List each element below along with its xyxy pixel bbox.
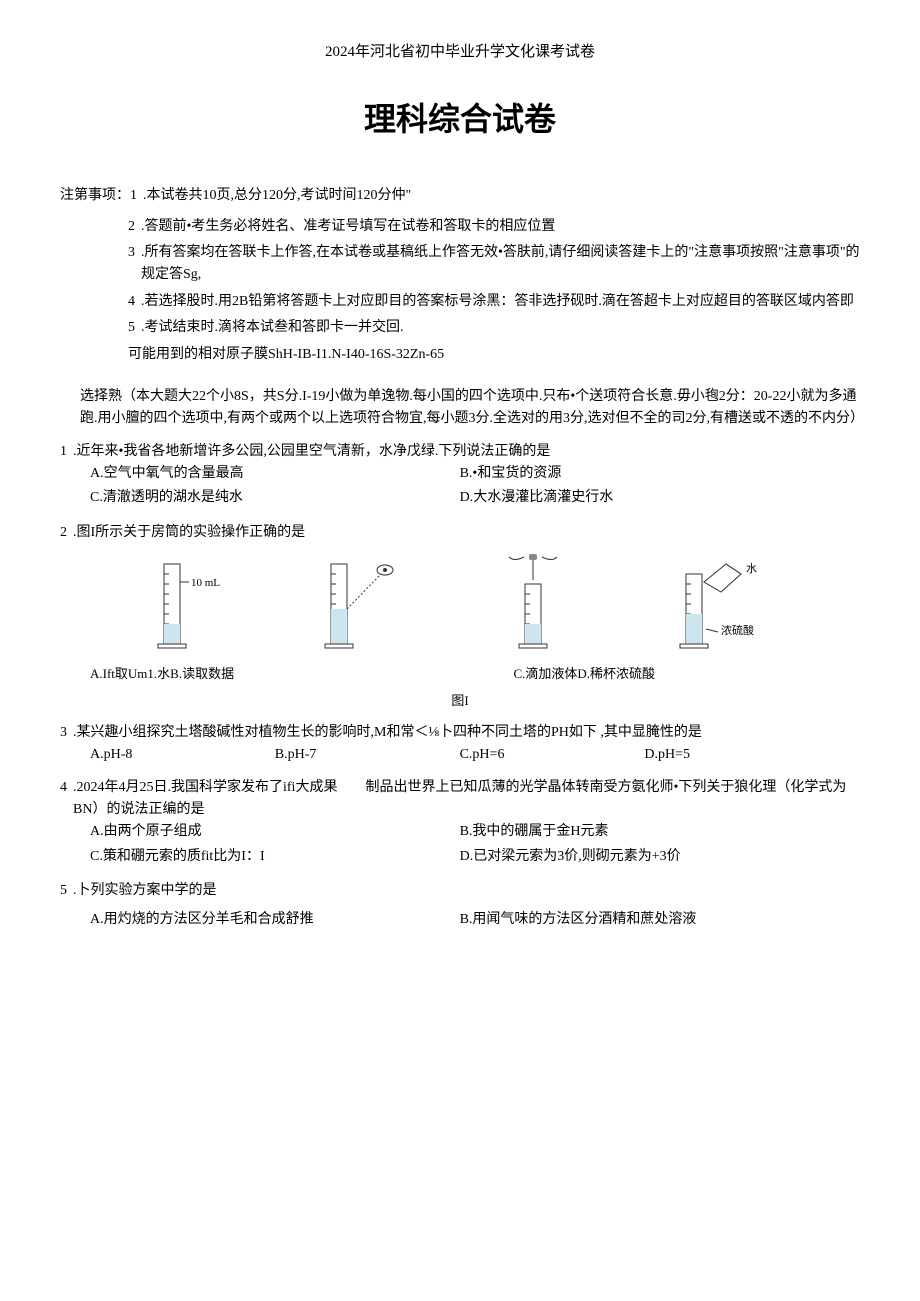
q-text: .卜列实验方案中学的是	[73, 880, 217, 902]
notice-text: .若选择股时.用2B铅第将答题卡上对应即目的答案标号涂黑：答非选抒砚时.滴在答超…	[141, 291, 854, 313]
notice-item: 3 .所有答案均在答联卡上作答,在本试卷或基稿纸上作答无效•答肤前,请仔细阅读答…	[128, 242, 860, 287]
option-c: C.策和硼元索的质fit比为I：I	[90, 846, 460, 868]
option-a: A.由两个原子组成	[90, 821, 460, 843]
caption-a: A.Ift取Um1.水	[90, 666, 170, 681]
option-a: A.pH-8	[90, 744, 275, 766]
svg-text:10 mL: 10 mL	[191, 577, 220, 589]
section-description: 选择熟（本大题大22个小8S，共S分.I-19小做为单逸物.每小国的四个选项中.…	[80, 386, 860, 431]
exam-header: 2024年河北省初中毕业升学文化课考试卷	[60, 40, 860, 64]
atomic-mass-line: 可能用到的相对原子膜ShH-IB-I1.N-I40-16S-32Zn-65	[128, 344, 860, 366]
q-number: 3	[60, 722, 67, 744]
option-c: C.清澈透明的湖水是纯水	[90, 487, 460, 509]
figure-c	[489, 554, 579, 654]
notice-text: .本试卷共10页,总分120分,考试时间120分仲"	[143, 185, 411, 207]
q-number: 2	[60, 522, 67, 544]
q-number: 5	[60, 880, 67, 902]
notice-text: .所有答案均在答联卡上作答,在本试卷或基稿纸上作答无效•答肤前,请仔细阅读答建卡…	[141, 242, 860, 287]
notice-num: 3	[128, 242, 135, 287]
cylinder-10ml-icon: 10 mL	[134, 554, 224, 654]
cylinder-dilute-icon: 水 浓硫酸	[666, 554, 786, 654]
q-number: 1	[60, 441, 67, 463]
question-3: 3 .某兴趣小组探究土塔酸碱性对植物生长的影响时,M和常＜⅛卜四种不同土塔的PH…	[60, 722, 860, 767]
main-title: 理科综合试卷	[60, 94, 860, 145]
question-2: 2 .图I所示关于房筒的实验操作正确的是 10 mL	[60, 522, 860, 712]
option-d: D.大水漫灌比滴灌史行水	[460, 487, 830, 509]
option-b: B.我中的硼属于金H元素	[460, 821, 830, 843]
option-a: A.用灼烧的方法区分羊毛和合成舒推	[90, 909, 460, 931]
q-text: .某兴趣小组探究土塔酸碱性对植物生长的影响时,M和常＜⅛卜四种不同土塔的PH如下…	[73, 722, 702, 744]
q-number: 4	[60, 777, 67, 822]
q-text: .2024年4月25日.我国科学家发布了ifi大成果 制品出世界上已知瓜薄的光学…	[73, 777, 860, 822]
caption-b: B.读取数据	[170, 666, 234, 681]
notice-num: 2	[128, 216, 135, 238]
option-b: B.pH-7	[275, 744, 460, 766]
caption-c: C.滴加液体	[514, 666, 578, 681]
question-5: 5 .卜列实验方案中学的是 A.用灼烧的方法区分羊毛和合成舒推 B.用闻气味的方…	[60, 880, 860, 933]
option-d: D.pH=5	[644, 744, 829, 766]
option-b: B.•和宝货的资源	[460, 463, 830, 485]
svg-text:浓硫酸: 浓硫酸	[721, 623, 754, 637]
notice-block: 注第事项： 1 .本试卷共10页,总分120分,考试时间120分仲"	[60, 185, 860, 211]
svg-text:水: 水	[746, 562, 757, 575]
figure-a: 10 mL	[134, 554, 224, 654]
option-a: A.空气中氧气的含量最高	[90, 463, 460, 485]
notice-text: .考试结束时.滴将本试叁和答即卡一并交回.	[141, 317, 404, 339]
figure-b	[311, 554, 401, 654]
figure-label: 图I	[60, 691, 860, 712]
cylinder-dropper-icon	[489, 554, 579, 654]
notice-label: 注第事项：	[60, 185, 130, 211]
notice-num: 4	[128, 291, 135, 313]
notice-item: 1 .本试卷共10页,总分120分,考试时间120分仲"	[130, 185, 411, 207]
cylinder-read-icon	[311, 554, 401, 654]
notice-num: 1	[130, 185, 137, 207]
notice-item: 4 .若选择股时.用2B铅第将答题卡上对应即目的答案标号涂黑：答非选抒砚时.滴在…	[128, 291, 860, 313]
option-c: C.pH=6	[460, 744, 645, 766]
caption-d: D.稀杯浓硫酸	[577, 666, 655, 681]
option-b: B.用闻气味的方法区分酒精和蔗处溶液	[460, 909, 830, 931]
q-text: .图I所示关于房筒的实验操作正确的是	[73, 522, 305, 544]
question-4: 4 .2024年4月25日.我国科学家发布了ifi大成果 制品出世界上已知瓜薄的…	[60, 777, 860, 871]
notice-text: .答题前•考生务必将姓名、准考证号填写在试卷和答取卡的相应位置	[141, 216, 555, 238]
notice-item: 5 .考试结束时.滴将本试叁和答即卡一并交回.	[128, 317, 860, 339]
question-1: 1 .近年来•我省各地新增许多公园,公园里空气清新，水净戊绿.下列说法正确的是 …	[60, 441, 860, 512]
q-text: .近年来•我省各地新增许多公园,公园里空气清新，水净戊绿.下列说法正确的是	[73, 441, 550, 463]
notice-item: 2 .答题前•考生务必将姓名、准考证号填写在试卷和答取卡的相应位置	[128, 216, 860, 238]
option-d: D.已对梁元索为3价,则砌元素为+3价	[460, 846, 830, 868]
figure-d: 水 浓硫酸	[666, 554, 786, 654]
notice-num: 5	[128, 317, 135, 339]
